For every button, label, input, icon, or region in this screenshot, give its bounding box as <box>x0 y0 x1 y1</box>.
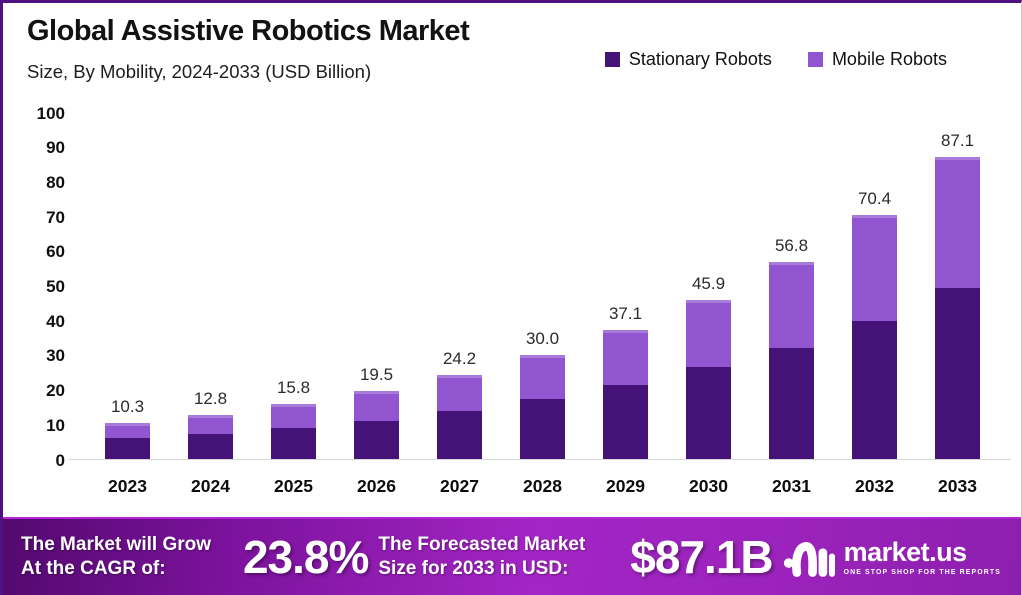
x-axis-label: 2023 <box>108 476 147 496</box>
x-axis-label: 2026 <box>357 476 396 496</box>
mobile-robots-segment <box>437 375 482 412</box>
bar-total-label: 37.1 <box>608 304 643 324</box>
y-tick-label: 90 <box>46 138 65 158</box>
bars-container: 10.3 2023 12.8 2024 15.8 2025 19.5 2026 24.2 2027… <box>86 113 999 496</box>
y-tick-label: 10 <box>46 415 65 435</box>
stationary-robots-segment <box>852 320 897 459</box>
cagr-label: The Market will Grow At the CAGR of: <box>21 534 212 579</box>
stationary-swatch-icon <box>604 52 620 67</box>
y-tick-label: 0 <box>55 450 65 470</box>
bar-column-2029: 37.1 2029 <box>584 113 667 496</box>
bar-column-2023: 10.3 2023 <box>86 113 169 496</box>
legend-item-mobile: Mobile Robots <box>807 49 947 70</box>
stationary-robots-segment <box>520 399 565 459</box>
brand-wordmark: market.us <box>843 537 968 568</box>
bar-column-2027: 24.2 2027 <box>418 113 501 496</box>
page-title: Global Assistive Robotics Market <box>27 15 470 47</box>
bar-total-label: 87.1 <box>940 130 975 150</box>
mobile-swatch-icon <box>807 52 823 67</box>
legend-label: Mobile Robots <box>831 49 947 69</box>
cagr-value: 23.8% <box>242 531 369 583</box>
y-tick-label: 80 <box>46 172 65 192</box>
legend-item-stationary: Stationary Robots <box>604 49 772 70</box>
bar-column-2026: 19.5 2026 <box>335 113 418 496</box>
y-tick-label: 30 <box>46 346 65 366</box>
page-subtitle: Size, By Mobility, 2024-2033 (USD Billio… <box>27 61 372 82</box>
mobile-robots-segment <box>354 391 399 421</box>
bar-total-label: 15.8 <box>276 378 311 398</box>
forecast-value: $87.1B <box>630 531 773 583</box>
x-axis-label: 2028 <box>523 476 562 496</box>
mobile-robots-segment <box>686 299 731 368</box>
x-axis-label: 2029 <box>606 476 645 496</box>
x-axis-label: 2030 <box>689 476 728 496</box>
bar-total-label: 30.0 <box>525 328 560 348</box>
x-axis-label: 2027 <box>440 476 479 496</box>
bar-total-label: 10.3 <box>110 397 145 417</box>
stationary-robots-segment <box>354 420 399 459</box>
footer-banner: The Market will Grow At the CAGR of: 23.… <box>3 517 1021 595</box>
stationary-robots-segment <box>769 348 814 459</box>
x-axis-label: 2024 <box>191 476 230 496</box>
mobile-robots-segment <box>935 156 980 289</box>
mobile-robots-segment <box>769 261 814 348</box>
stationary-robots-segment <box>686 367 731 459</box>
y-tick-label: 50 <box>46 277 65 296</box>
bar-column-2025: 15.8 2025 <box>252 113 335 496</box>
mobile-robots-segment <box>188 414 233 434</box>
bar-column-2032: 70.4 2032 <box>833 113 916 496</box>
mobile-robots-segment <box>271 404 316 429</box>
stationary-robots-segment <box>935 288 980 459</box>
brand-tagline: ONE STOP SHOP FOR THE REPORTS <box>843 568 1001 576</box>
mobile-robots-segment <box>852 214 897 321</box>
bar-column-2024: 12.8 2024 <box>169 113 252 496</box>
bar-total-label: 70.4 <box>857 188 892 208</box>
x-axis-label: 2033 <box>938 476 977 496</box>
mobile-robots-segment <box>603 330 648 386</box>
bar-column-2030: 45.9 2030 <box>667 113 750 496</box>
mobile-robots-segment <box>105 423 150 439</box>
y-tick-label: 100 <box>36 103 65 123</box>
bar-total-label: 45.9 <box>691 273 726 293</box>
stationary-robots-segment <box>603 385 648 459</box>
bar-total-label: 19.5 <box>359 365 394 385</box>
y-tick-label: 40 <box>46 311 65 331</box>
stationary-robots-segment <box>188 434 233 459</box>
x-axis-label: 2031 <box>772 476 811 496</box>
legend-label: Stationary Robots <box>628 49 772 69</box>
bar-column-2033: 87.1 2033 <box>916 113 999 496</box>
forecast-label: The Forecasted Market Size for 2033 in U… <box>378 534 586 579</box>
market-us-logo-icon <box>783 542 835 577</box>
bar-column-2028: 30.0 2028 <box>501 113 584 496</box>
chart-legend: Stationary Robots Mobile Robots <box>604 49 947 70</box>
stationary-robots-segment <box>437 411 482 459</box>
bar-column-2031: 56.8 2031 <box>750 113 833 496</box>
bar-total-label: 24.2 <box>442 349 477 369</box>
mobile-robots-segment <box>520 354 565 399</box>
x-axis-label: 2025 <box>274 476 313 496</box>
bar-total-label: 12.8 <box>193 388 228 408</box>
x-axis-label: 2032 <box>855 476 894 496</box>
brand-logo: market.us ONE STOP SHOP FOR THE REPORTS <box>783 534 1001 580</box>
brand-text: market.us ONE STOP SHOP FOR THE REPORTS <box>843 537 1001 576</box>
stationary-robots-segment <box>105 438 150 459</box>
y-tick-label: 20 <box>46 381 65 401</box>
y-tick-label: 60 <box>46 242 65 262</box>
stationary-robots-segment <box>271 428 316 459</box>
plot-area: 10.3 2023 12.8 2024 15.8 2025 19.5 2026 24.2 2027… <box>69 113 1011 496</box>
bar-total-label: 56.8 <box>774 235 809 255</box>
y-tick-label: 70 <box>46 207 65 227</box>
